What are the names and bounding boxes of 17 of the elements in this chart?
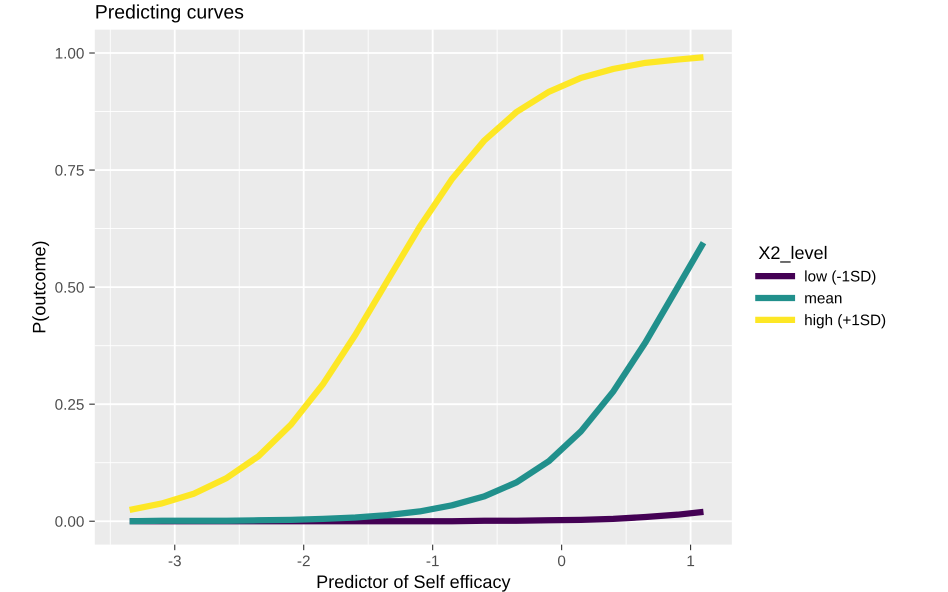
chart-title: Predicting curves xyxy=(96,4,244,23)
x-tick-label: -2 xyxy=(298,555,310,566)
legend-title: X2_level xyxy=(758,246,826,263)
legend-label: low (-1SD) xyxy=(805,270,876,285)
x-tick-label: -1 xyxy=(426,556,439,566)
y-tick-label: 1.00 xyxy=(56,48,84,59)
legend-label: mean xyxy=(805,295,842,304)
x-axis-title: Predictor of Self efficacy xyxy=(318,574,510,592)
legend-label: high (+1SD) xyxy=(805,314,886,328)
y-axis-title: P(outcome) xyxy=(32,242,50,332)
x-tick-label: 1 xyxy=(688,556,694,566)
y-tick-label: 0.75 xyxy=(55,164,84,176)
y-tick-label: 0.50 xyxy=(55,282,84,293)
x-tick-label: 0 xyxy=(558,555,566,566)
x-tick-label: -3 xyxy=(168,555,181,566)
y-tick-label: 0.25 xyxy=(55,399,84,410)
y-tick-label: 0.00 xyxy=(55,516,84,527)
